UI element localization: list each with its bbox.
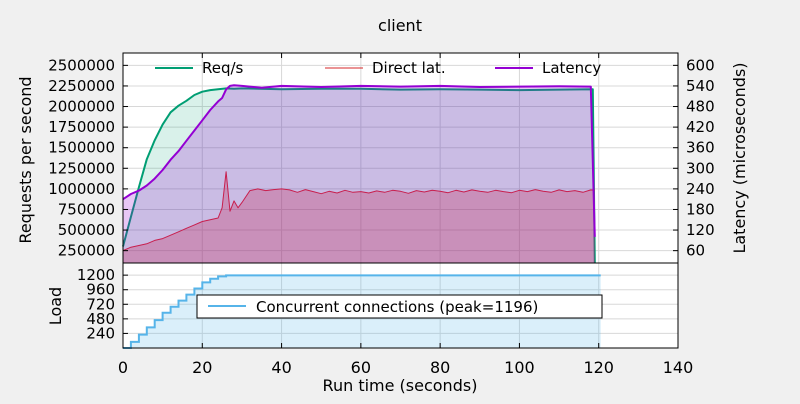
series-area-direct-lat bbox=[123, 171, 595, 263]
series-area-req-s bbox=[123, 88, 595, 264]
x-tick-label: 60 bbox=[351, 358, 371, 377]
y2-tick-label: 600 bbox=[686, 56, 715, 74]
y-tick-label: 250000 bbox=[58, 242, 115, 260]
x-tick-label: 40 bbox=[271, 358, 291, 377]
bottom-plot-frame bbox=[122, 262, 679, 349]
load-tick-label: 480 bbox=[86, 310, 115, 328]
legend-label: Direct lat. bbox=[372, 59, 446, 77]
series-line-concurrent-connections bbox=[123, 274, 601, 349]
y-tick-label: 500000 bbox=[58, 221, 115, 239]
x-tick-label: 80 bbox=[430, 358, 450, 377]
x-axis-label: Run time (seconds) bbox=[323, 376, 478, 395]
y2-axis-label: Latency (microseconds) bbox=[730, 62, 749, 253]
y-tick-label: 1000000 bbox=[48, 180, 115, 198]
y2-tick-label: 540 bbox=[686, 77, 715, 95]
load-tick-label: 1200 bbox=[77, 266, 115, 284]
load-tick-label: 960 bbox=[86, 281, 115, 299]
load-axis-label: Load bbox=[46, 287, 65, 325]
y2-tick-label: 300 bbox=[686, 159, 715, 177]
y2-tick-label: 120 bbox=[686, 221, 715, 239]
load-tick-label: 240 bbox=[86, 324, 115, 342]
y-axis-label: Requests per second bbox=[16, 76, 35, 243]
y-tick-label: 2000000 bbox=[48, 98, 115, 116]
x-tick-label: 20 bbox=[192, 358, 212, 377]
y-tick-label: 1750000 bbox=[48, 118, 115, 136]
top-plot-area bbox=[123, 53, 678, 263]
y-tick-label: 2250000 bbox=[48, 77, 115, 95]
load-legend-label: Concurrent connections (peak=1196) bbox=[256, 298, 538, 316]
y2-tick-label: 240 bbox=[686, 180, 715, 198]
chart-title: client bbox=[378, 16, 422, 35]
load-legend-box bbox=[196, 294, 603, 319]
series-line-req-s bbox=[122, 87, 596, 264]
x-tick-label: 0 bbox=[118, 358, 128, 377]
y-tick-label: 1250000 bbox=[48, 159, 115, 177]
y-tick-label: 750000 bbox=[58, 200, 115, 218]
x-tick-label: 140 bbox=[663, 358, 694, 377]
y2-tick-label: 360 bbox=[686, 139, 715, 157]
series-area-latency bbox=[123, 85, 595, 263]
series-line-latency bbox=[122, 84, 596, 237]
y2-tick-label: 480 bbox=[686, 98, 715, 116]
legend-label: Latency bbox=[542, 59, 601, 77]
y2-tick-label: 420 bbox=[686, 118, 715, 136]
y2-tick-label: 180 bbox=[686, 200, 715, 218]
x-tick-label: 120 bbox=[583, 358, 614, 377]
load-tick-label: 720 bbox=[86, 295, 115, 313]
x-tick-label: 100 bbox=[504, 358, 535, 377]
legend-label: Req/s bbox=[202, 59, 244, 77]
series-line-direct-lat bbox=[122, 171, 595, 252]
y-tick-label: 2500000 bbox=[48, 56, 115, 74]
y2-tick-label: 60 bbox=[686, 242, 705, 260]
y-tick-label: 1500000 bbox=[48, 139, 115, 157]
